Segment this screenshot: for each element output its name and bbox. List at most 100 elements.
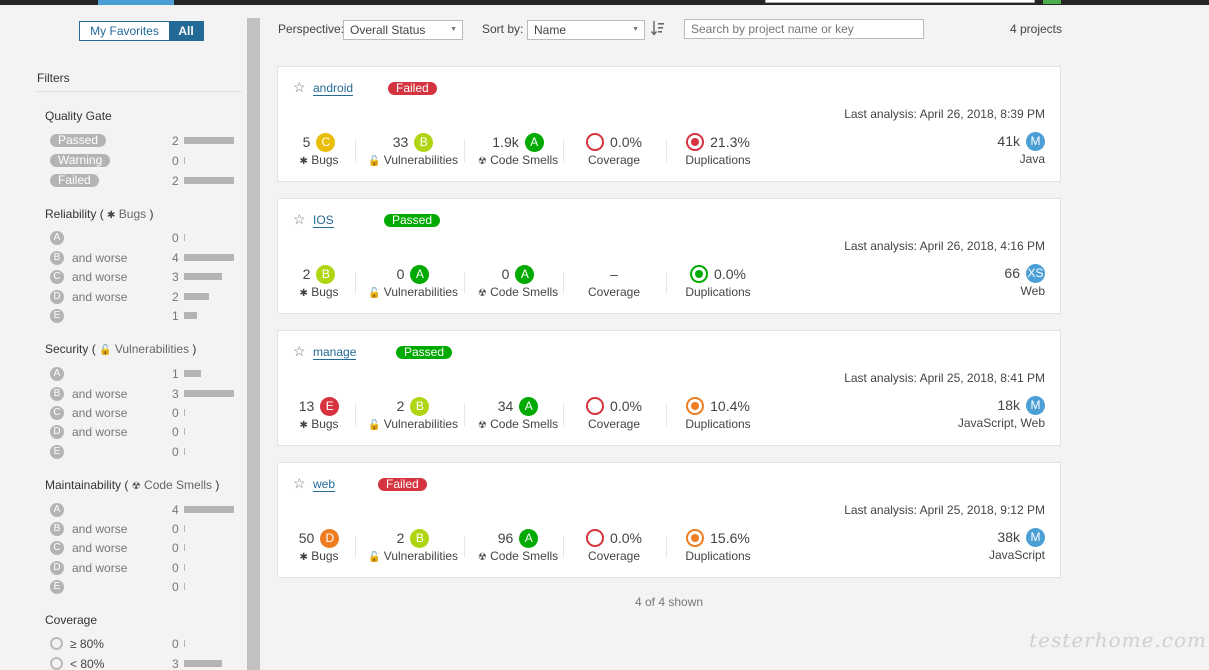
coverage-measure[interactable]: 0.0% Coverage xyxy=(574,396,654,431)
vulnerabilities-label: Vulnerabilities xyxy=(383,549,459,563)
code-smells-measure[interactable]: 1.9k A ☢ Code Smells xyxy=(468,132,568,169)
size-measure[interactable]: 66 XS Web xyxy=(1004,263,1045,298)
top-action-button[interactable] xyxy=(1043,0,1061,4)
duplications-label: Duplications xyxy=(685,549,751,563)
measure-separator xyxy=(464,272,465,294)
last-analysis: Last analysis: April 26, 2018, 4:16 PM xyxy=(844,239,1045,253)
project-name-link[interactable]: manage xyxy=(313,345,357,360)
coverage-measure[interactable]: – Coverage xyxy=(574,264,654,299)
duplications-measure[interactable]: 10.4% Duplications xyxy=(678,396,758,431)
sort-select[interactable]: Name ▼ xyxy=(527,20,645,40)
duplications-measure[interactable]: 21.3% Duplications xyxy=(678,132,758,167)
coverage-filter-option[interactable]: ≥ 80% 0 xyxy=(50,636,240,652)
all-projects-button[interactable]: All xyxy=(169,22,203,40)
project-search-input[interactable]: Search by project name or key xyxy=(684,19,924,39)
count-bar xyxy=(184,640,185,647)
lock-icon: 🔓 xyxy=(367,156,381,167)
vulnerabilities-measure[interactable]: 2 B 🔓 Vulnerabilities xyxy=(363,396,463,433)
coverage-measure[interactable]: 0.0% Coverage xyxy=(574,528,654,563)
duplications-label: Duplications xyxy=(685,417,751,431)
star-icon[interactable]: ☆ xyxy=(293,211,306,227)
code-smells-measure[interactable]: 96 A ☢ Code Smells xyxy=(468,528,568,565)
bug-icon: ✱ xyxy=(299,288,308,299)
project-name-link[interactable]: IOS xyxy=(313,213,334,228)
and-worse-label: and worse xyxy=(72,290,128,304)
vulnerabilities-measure[interactable]: 2 B 🔓 Vulnerabilities xyxy=(363,528,463,565)
perspective-label: Perspective: xyxy=(278,22,345,36)
count-bar xyxy=(184,312,197,319)
coverage-ring-icon xyxy=(50,637,63,650)
count-bar xyxy=(184,506,234,513)
star-icon[interactable]: ☆ xyxy=(293,475,306,491)
project-name-link[interactable]: android xyxy=(313,81,354,96)
gate-pill: Passed xyxy=(50,134,107,147)
perspective-select[interactable]: Overall Status ▼ xyxy=(343,20,463,40)
duplications-measure[interactable]: 0.0% Duplications xyxy=(678,264,758,299)
size-measure[interactable]: 41k M Java xyxy=(997,131,1045,166)
code-smells-rating: A xyxy=(519,528,539,548)
measure-separator xyxy=(666,140,667,162)
active-nav-indicator xyxy=(98,0,174,5)
coverage-filter-option[interactable]: < 80% 3 xyxy=(50,656,240,670)
duplications-value: 0.0% xyxy=(714,266,746,282)
option-count: 3 xyxy=(172,657,179,670)
vulnerabilities-measure[interactable]: 0 A 🔓 Vulnerabilities xyxy=(363,264,463,301)
code-smells-measure[interactable]: 34 A ☢ Code Smells xyxy=(468,396,568,433)
duplications-icon xyxy=(686,529,705,547)
bug-icon: ✱ xyxy=(299,420,308,431)
filters-title: Filters xyxy=(37,71,70,85)
duplications-measure[interactable]: 15.6% Duplications xyxy=(678,528,758,563)
bugs-label: Bugs xyxy=(311,417,339,431)
project-card: ☆ android Failed Last analysis: April 26, 2… xyxy=(277,66,1061,182)
quality-gate-filter-option[interactable]: Failed 2 xyxy=(50,173,240,189)
lines-of-code: 41k xyxy=(997,133,1020,149)
star-icon[interactable]: ☆ xyxy=(293,343,306,359)
and-worse-label: and worse xyxy=(72,406,128,420)
coverage-measure[interactable]: 0.0% Coverage xyxy=(574,132,654,167)
bugs-measure[interactable]: 5 C ✱ Bugs xyxy=(294,132,344,169)
project-name-link[interactable]: web xyxy=(313,477,336,492)
bugs-count: 5 xyxy=(302,134,311,150)
bugs-measure[interactable]: 50 D ✱ Bugs xyxy=(294,528,344,565)
bugs-measure[interactable]: 13 E ✱ Bugs xyxy=(294,396,344,433)
and-worse-label: and worse xyxy=(72,387,128,401)
and-worse-label: and worse xyxy=(72,541,128,555)
count-bar xyxy=(184,525,185,532)
and-worse-label: and worse xyxy=(72,425,128,439)
size-measure[interactable]: 18k M JavaScript, Web xyxy=(958,395,1045,430)
sidebar-scrollbar[interactable] xyxy=(247,18,260,670)
my-favorites-button[interactable]: My Favorites xyxy=(80,22,169,40)
star-icon[interactable]: ☆ xyxy=(293,79,306,95)
bugs-measure[interactable]: 2 B ✱ Bugs xyxy=(294,264,344,301)
code-smells-count: 0 xyxy=(501,266,510,282)
coverage-value: 0.0% xyxy=(610,398,642,414)
quality-gate-filter-option[interactable]: Warning 0 xyxy=(50,153,240,169)
top-search-box[interactable] xyxy=(765,0,1035,3)
bugs-rating: C xyxy=(316,132,336,152)
quality-gate-filter-option[interactable]: Passed 2 xyxy=(50,133,240,149)
coverage-filter-title: Coverage xyxy=(45,613,98,627)
option-count: 1 xyxy=(172,367,179,381)
vulnerabilities-measure[interactable]: 33 B 🔓 Vulnerabilities xyxy=(363,132,463,169)
vulnerabilities-count: 0 xyxy=(396,266,405,282)
code-smells-measure[interactable]: 0 A ☢ Code Smells xyxy=(468,264,568,301)
option-count: 4 xyxy=(172,251,179,265)
sort-direction-icon[interactable] xyxy=(651,20,665,36)
perspective-value: Overall Status xyxy=(350,23,426,37)
size-measure[interactable]: 38k M JavaScript xyxy=(989,527,1045,562)
